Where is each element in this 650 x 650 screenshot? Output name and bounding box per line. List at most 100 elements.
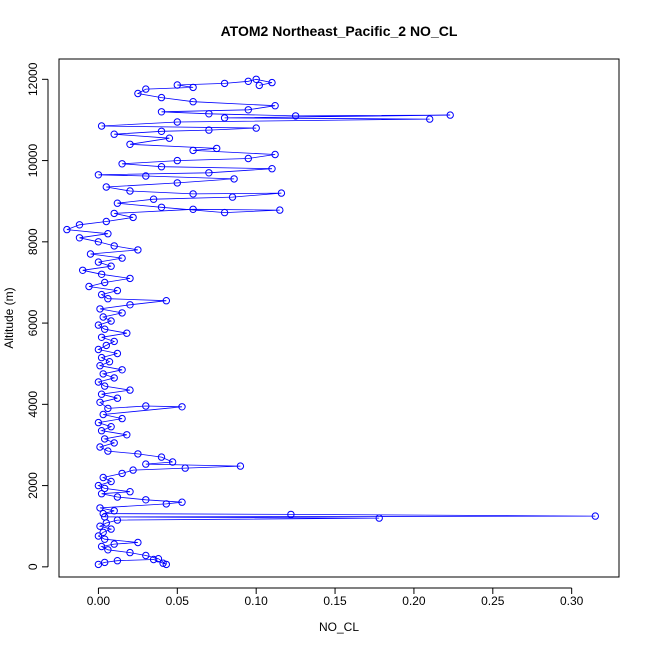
data-point (276, 206, 284, 214)
data-point (157, 163, 166, 171)
data-point (101, 513, 109, 521)
data-point (86, 250, 95, 258)
data-point (94, 171, 103, 179)
data-point (110, 337, 118, 346)
data-point (446, 111, 454, 119)
data-point (277, 189, 286, 197)
data-point (96, 305, 104, 313)
data-point (268, 165, 276, 173)
data-point (104, 404, 112, 413)
data-point (149, 555, 158, 564)
data-point (157, 93, 166, 102)
data-point (220, 208, 229, 217)
y-tick-label: 4000 (26, 391, 40, 418)
data-point (149, 195, 158, 203)
data-point (162, 500, 171, 508)
data-point (110, 439, 118, 447)
data-point (94, 481, 103, 490)
data-point (110, 130, 118, 138)
data-point (94, 532, 103, 540)
data-point (102, 217, 111, 226)
data-point (110, 374, 118, 382)
y-tick-label: 8000 (26, 228, 40, 255)
data-point (75, 234, 84, 242)
data-point (99, 313, 107, 321)
data-point (107, 525, 115, 533)
data-point (134, 89, 142, 98)
data-point (97, 490, 106, 498)
data-point (99, 528, 107, 536)
data-point (205, 110, 213, 118)
data-point (113, 199, 122, 207)
x-axis: 0.00 0.05 0.10 0.15 0.20 0.25 0.30 (87, 587, 584, 608)
data-point (104, 230, 112, 238)
data-point (118, 366, 126, 374)
data-point (126, 548, 134, 557)
data-point (268, 78, 276, 87)
y-axis-label: Altitude (m) (2, 287, 16, 348)
data-point (97, 270, 106, 278)
data-point (252, 75, 260, 84)
y-tick-label: 0 (26, 563, 40, 570)
data-point (291, 112, 300, 120)
data-point (162, 297, 171, 305)
data-point (96, 504, 104, 512)
data-point (213, 144, 221, 153)
y-tick-label: 6000 (26, 309, 40, 336)
data-point (101, 325, 109, 333)
x-tick-label: 0.10 (245, 594, 269, 608)
data-point (162, 560, 171, 569)
data-point (244, 154, 253, 163)
data-point (134, 450, 142, 458)
data-point (118, 414, 126, 423)
data-point (375, 514, 383, 522)
data-point (165, 134, 174, 142)
data-point (107, 317, 115, 325)
x-tick-label: 0.15 (323, 594, 347, 608)
data-point (113, 286, 122, 295)
data-point (79, 266, 87, 274)
data-point (252, 124, 260, 132)
data-point (118, 469, 126, 478)
data-point (113, 516, 122, 524)
data-point (168, 458, 177, 466)
data-point (142, 460, 150, 468)
data-point (107, 477, 115, 486)
data-point (97, 427, 106, 435)
data-point (110, 242, 118, 250)
data-point (126, 274, 134, 283)
data-point (426, 115, 434, 123)
x-tick-label: 0.05 (166, 594, 190, 608)
data-point (173, 118, 182, 126)
x-tick-label: 0.20 (402, 594, 426, 608)
data-point (591, 512, 599, 520)
data-point (126, 386, 134, 394)
data-point (113, 557, 122, 565)
x-tick-label: 0.00 (87, 594, 111, 608)
series-line (66, 78, 596, 565)
data-point (228, 193, 237, 201)
data-point (236, 462, 245, 470)
data-point (271, 102, 279, 110)
data-point (271, 150, 279, 159)
data-point (97, 390, 106, 398)
data-point (75, 221, 84, 229)
data-point (94, 238, 103, 246)
data-point (159, 559, 167, 567)
data-point (107, 262, 115, 270)
y-axis: 0 2000 4000 6000 8000 10000 12000 (26, 62, 49, 570)
data-point (181, 464, 189, 472)
data-point (97, 122, 106, 130)
data-point (102, 183, 111, 191)
data-point (230, 175, 238, 183)
x-tick-label: 0.30 (560, 594, 584, 608)
data-point (104, 546, 112, 554)
data-point (142, 496, 150, 504)
data-point (157, 203, 166, 212)
data-point (126, 187, 134, 195)
data-point (189, 190, 197, 198)
data-point (244, 106, 253, 114)
data-point (126, 140, 134, 149)
data-point (102, 341, 111, 350)
data-point (110, 209, 118, 218)
